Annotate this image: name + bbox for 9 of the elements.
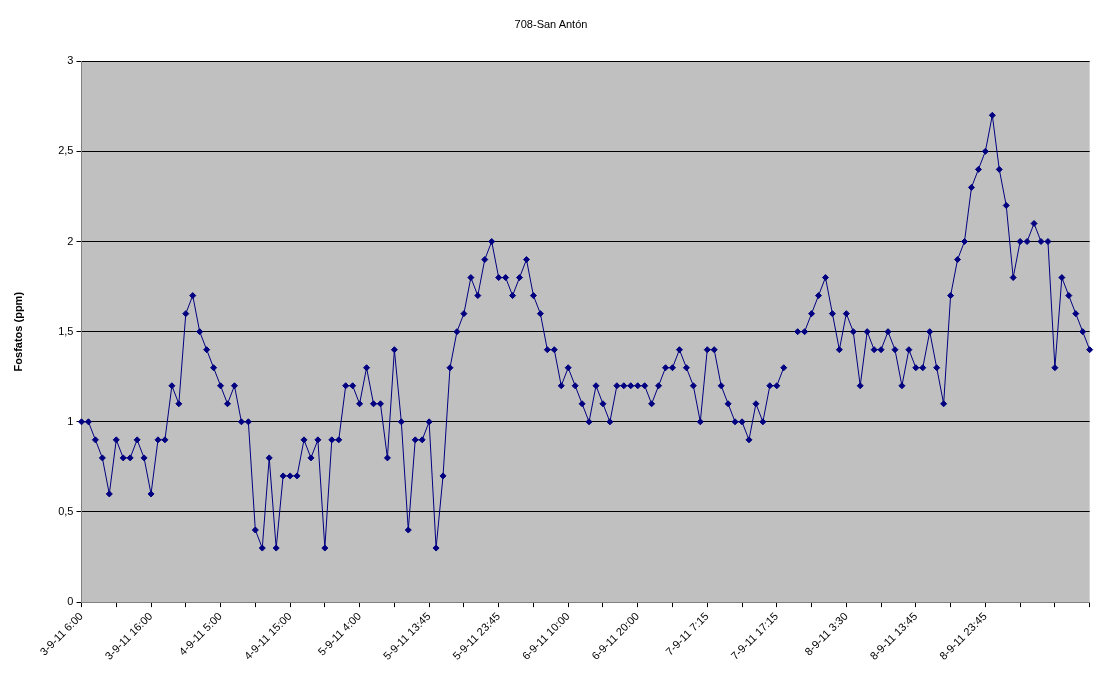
- chart-title: 708-San Antón: [514, 17, 588, 30]
- y-tick-label: 0,5: [58, 505, 74, 518]
- y-axis-title: Fosfatos (ppm): [11, 291, 24, 372]
- y-tick-label: 2: [67, 234, 74, 247]
- y-tick-label: 1,5: [58, 324, 74, 337]
- y-tick-label: 0: [67, 595, 74, 608]
- y-tick-label: 2,5: [58, 144, 74, 157]
- y-tick-label: 1: [67, 414, 74, 427]
- y-tick-label: 3: [67, 54, 74, 67]
